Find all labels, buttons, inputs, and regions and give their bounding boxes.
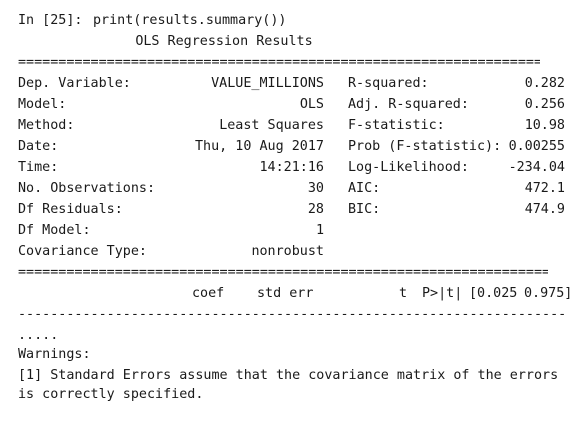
label-time: Time:	[18, 160, 59, 175]
cell-input-line: In [25]: print(results.summary())	[18, 11, 286, 31]
row-date: Date: Thu, 10 Aug 2017 Prob (F-statistic…	[18, 137, 565, 157]
row-method: Method: Least Squares F-statistic: 10.98	[18, 116, 565, 136]
label-adj-r-squared: Adj. R-squared:	[348, 97, 469, 112]
label-dep-variable: Dep. Variable:	[18, 76, 131, 91]
value-no-observations: 30	[307, 181, 324, 196]
label-bic: BIC:	[348, 202, 381, 217]
label-aic: AIC:	[348, 181, 381, 196]
rule-middle: ========================================…	[18, 265, 548, 280]
value-time: 14:21:16	[259, 160, 325, 175]
value-covariance-type: nonrobust	[251, 244, 324, 259]
cell-prompt: In [25]:	[18, 13, 83, 28]
row-df-model: Df Model: 1	[18, 221, 324, 241]
warning-line-1: [1] Standard Errors assume that the cova…	[18, 368, 559, 383]
value-bic: 474.9	[524, 202, 565, 217]
value-method: Least Squares	[219, 118, 324, 133]
value-r-squared: 0.282	[524, 76, 565, 91]
row-covariance-type: Covariance Type: nonrobust	[18, 242, 324, 262]
value-df-model: 1	[315, 223, 324, 238]
value-model: OLS	[299, 97, 324, 112]
warnings-label: Warnings:	[18, 347, 91, 362]
value-dep-variable: VALUE_MILLIONS	[211, 76, 324, 91]
value-df-residuals: 28	[307, 202, 324, 217]
header-std-err: std err	[257, 286, 314, 301]
header-t: t	[399, 286, 408, 301]
value-prob-f-statistic: 0.00255	[508, 139, 565, 154]
value-date: Thu, 10 Aug 2017	[195, 139, 324, 154]
row-df-residuals: Df Residuals: 28 BIC: 474.9	[18, 200, 565, 220]
row-time: Time: 14:21:16 Log-Likelihood: -234.04	[18, 158, 565, 178]
label-r-squared: R-squared:	[348, 76, 429, 91]
label-df-model: Df Model:	[18, 223, 91, 238]
row-model: Model: OLS Adj. R-squared: 0.256	[18, 95, 565, 115]
row-no-observations: No. Observations: 30 AIC: 472.1	[18, 179, 565, 199]
label-model: Model:	[18, 97, 67, 112]
label-method: Method:	[18, 118, 75, 133]
label-no-observations: No. Observations:	[18, 181, 156, 196]
coef-table-header: coef std err t P>|t| [0.025 0.975]	[18, 284, 572, 304]
label-prob-f-statistic: Prob (F-statistic):	[348, 139, 502, 154]
label-date: Date:	[18, 139, 59, 154]
value-log-likelihood: -234.04	[508, 160, 565, 175]
warning-line-2: is correctly specified.	[18, 387, 204, 402]
label-df-residuals: Df Residuals:	[18, 202, 123, 217]
cell-code[interactable]: print(results.summary())	[93, 13, 287, 28]
value-aic: 472.1	[524, 181, 565, 196]
summary-title: OLS Regression Results	[135, 34, 313, 49]
rule-dashed: ----------------------------------------…	[18, 307, 564, 322]
value-adj-r-squared: 0.256	[524, 97, 565, 112]
notebook-output: In [25]: print(results.summary()) OLS Re…	[18, 11, 572, 402]
label-covariance-type: Covariance Type:	[18, 244, 147, 259]
label-f-statistic: F-statistic:	[348, 118, 445, 133]
row-dep-variable: Dep. Variable: VALUE_MILLIONS R-squared:…	[18, 74, 565, 94]
header-ci-lower: [0.025	[469, 286, 518, 301]
ellipsis: .....	[18, 328, 59, 343]
header-p-value: P>|t|	[422, 286, 463, 301]
header-coef: coef	[192, 286, 225, 301]
value-f-statistic: 10.98	[524, 118, 565, 133]
header-ci-upper: 0.975]	[524, 286, 573, 301]
label-log-likelihood: Log-Likelihood:	[348, 160, 469, 175]
rule-top: ========================================…	[18, 55, 540, 70]
